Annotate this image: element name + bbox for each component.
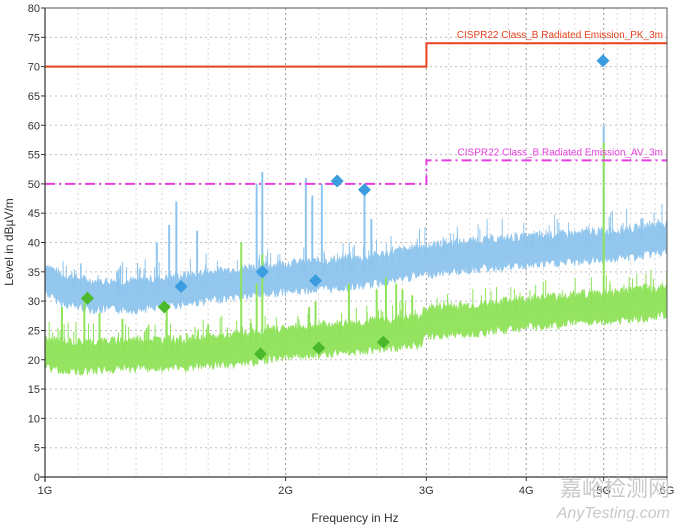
watermark: 嘉峪检测网 AnyTesting.com xyxy=(556,477,670,522)
series-2 xyxy=(44,142,668,377)
y-tick-label: 70 xyxy=(28,62,40,74)
limit-label-2: CISPR22 Class_B Radiated Emission_AV_3m xyxy=(458,147,663,158)
y-tick-label: 0 xyxy=(34,472,40,484)
y-tick-label: 15 xyxy=(28,384,40,396)
x-tick-label: 5G xyxy=(596,485,611,497)
measurement-marker xyxy=(80,291,94,305)
limit-line-2 xyxy=(45,159,667,185)
markers-layer xyxy=(80,54,610,361)
measurement-marker xyxy=(330,174,344,188)
x-tick-label: 3G xyxy=(419,485,434,497)
measurement-marker xyxy=(157,300,171,314)
y-tick-label: 45 xyxy=(28,208,40,220)
y-tick-label: 5 xyxy=(34,443,40,455)
series-layer xyxy=(44,125,668,377)
y-tick-label: 80 xyxy=(28,3,40,15)
watermark-en: AnyTesting.com xyxy=(556,505,670,522)
measurement-marker xyxy=(376,335,390,349)
watermark-cn: 嘉峪检测网 xyxy=(560,477,670,502)
measurement-marker xyxy=(309,274,323,288)
y-tick-labels: 0 5 10 15 20 25 30 35 40 45 50 55 60 65 70 75 80 xyxy=(28,3,45,484)
measurement-marker xyxy=(312,341,326,355)
measurement-marker xyxy=(255,265,269,279)
y-tick-label: 65 xyxy=(28,91,40,103)
limits-layer: CISPR22 Class_B Radiated Emission_PK_3m C… xyxy=(45,30,667,185)
x-tick-label: 1G xyxy=(38,485,53,497)
x-tick-labels: 1G 2G 3G 4G 5G 6G xyxy=(38,477,675,497)
limit-line-1 xyxy=(45,42,667,68)
y-tick-label: 10 xyxy=(28,413,40,425)
x-tick-label: 4G xyxy=(519,485,534,497)
y-tick-label: 55 xyxy=(28,150,40,162)
y-tick-label: 25 xyxy=(28,325,40,337)
y-axis-title: Level in dBµV/m xyxy=(2,198,16,286)
x-tick-label: 2G xyxy=(278,485,293,497)
y-tick-label: 60 xyxy=(28,120,40,132)
y-tick-label: 75 xyxy=(28,32,40,44)
y-tick-label: 20 xyxy=(28,355,40,367)
measurement-marker xyxy=(174,279,188,293)
x-tick-label: 6G xyxy=(660,485,675,497)
limit-label-1: CISPR22 Class_B Radiated Emission_PK_3m xyxy=(457,30,663,41)
measurement-marker xyxy=(596,54,610,68)
y-tick-label: 35 xyxy=(28,267,40,279)
measurement-marker xyxy=(357,183,371,197)
x-axis-title: Frequency in Hz xyxy=(311,511,398,525)
y-tick-label: 40 xyxy=(28,238,40,250)
y-tick-label: 50 xyxy=(28,179,40,191)
measurement-marker xyxy=(253,347,267,361)
y-tick-label: 30 xyxy=(28,296,40,308)
